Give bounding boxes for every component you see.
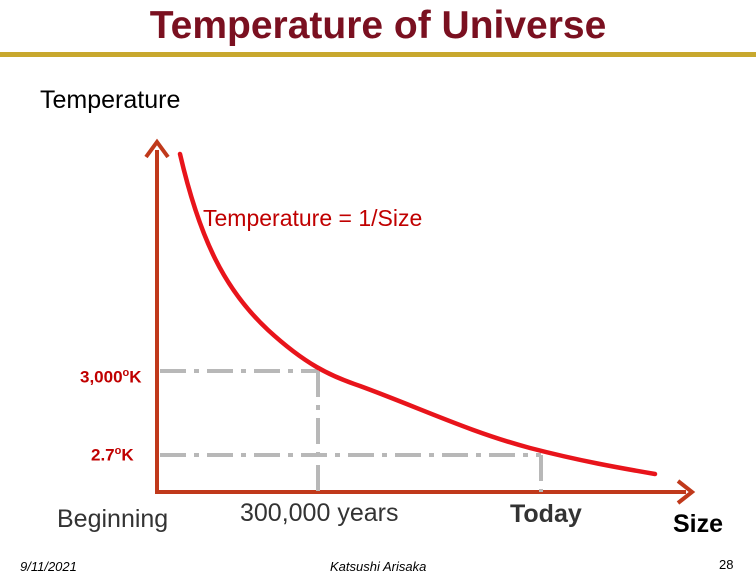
x-axis-label: Size bbox=[673, 510, 724, 538]
title-underline bbox=[0, 52, 756, 57]
curve-formula-label: Temperature = 1/Size bbox=[203, 205, 423, 231]
temperature-2-7k-label: 2.7oK bbox=[91, 445, 134, 465]
temperature-3000k-label: 3,000oK bbox=[80, 367, 142, 387]
x-marker-300000-years: 300,000 years bbox=[240, 499, 399, 527]
x-marker-today: Today bbox=[510, 500, 582, 528]
y-axis-label: Temperature bbox=[40, 86, 181, 114]
temperature-curve bbox=[177, 151, 658, 477]
footer-date: 9/11/2021 bbox=[20, 559, 77, 574]
y-axis-arrowhead bbox=[144, 138, 170, 159]
footer-author: Katsushi Arisaka bbox=[330, 559, 427, 574]
x-marker-beginning: Beginning bbox=[57, 505, 169, 533]
footer-page-number: 28 bbox=[719, 557, 734, 572]
x-axis-arrowhead bbox=[676, 479, 696, 505]
slide-title: Temperature of Universe bbox=[149, 4, 607, 47]
